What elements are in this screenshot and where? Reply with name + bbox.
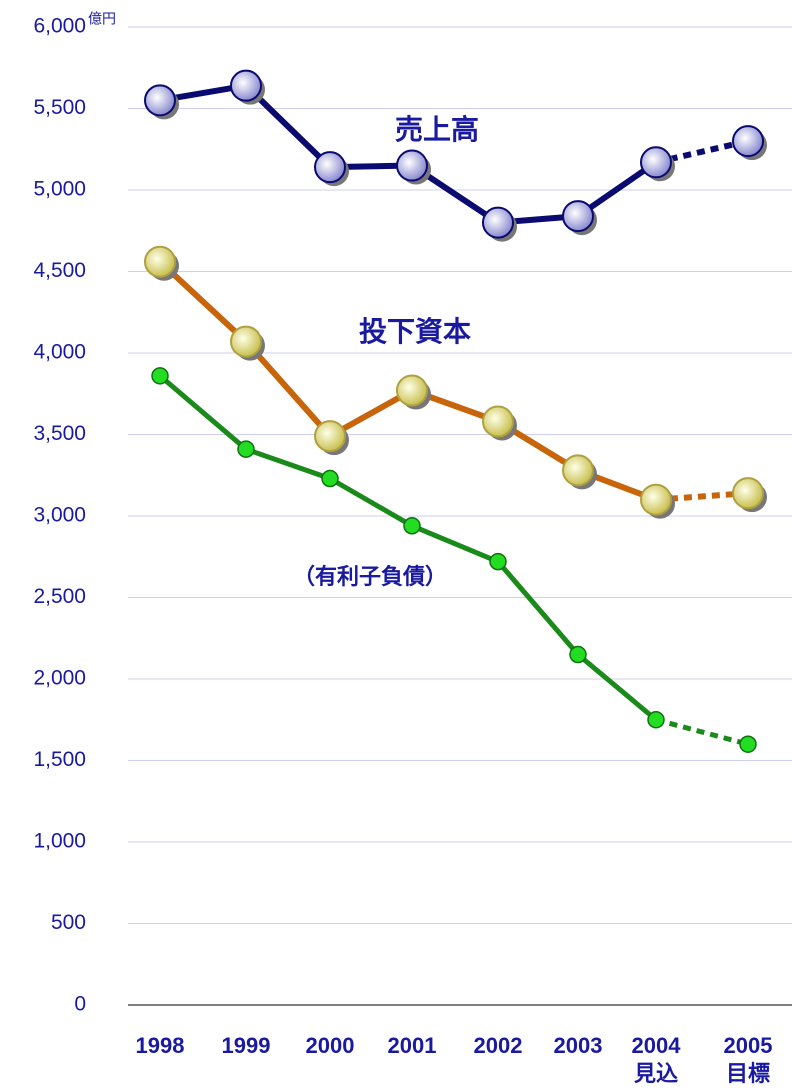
marker (314, 420, 346, 453)
y-tick-label: 3,000 (33, 504, 86, 527)
x-tick-label: 見込 (634, 1061, 678, 1086)
y-tick-label: 2,000 (33, 667, 86, 690)
y-tick-label: 5,000 (33, 178, 86, 201)
y-tick-label: 6,000 (33, 15, 86, 38)
marker (569, 645, 587, 664)
x-tick-label: 2005 (724, 1033, 773, 1058)
x-tick-label: 2000 (306, 1033, 355, 1058)
x-tick-label: 2004 (632, 1033, 682, 1058)
series-line (158, 373, 658, 722)
y-tick-label: 5,500 (33, 96, 86, 119)
marker (230, 69, 262, 102)
marker (314, 151, 346, 184)
y-tick-label: 4,500 (33, 259, 86, 282)
marker (230, 325, 262, 358)
x-tick-label: 1999 (222, 1033, 271, 1058)
y-tick-label: 1,000 (33, 830, 86, 853)
marker (640, 146, 672, 179)
y-tick-label: 1,500 (33, 748, 86, 771)
marker (144, 245, 176, 278)
marker (403, 517, 421, 535)
marker (396, 149, 428, 182)
marker (562, 200, 594, 233)
x-tick-label: 2001 (388, 1033, 437, 1058)
marker (151, 367, 169, 385)
x-tick-label: 2003 (554, 1033, 603, 1058)
marker (482, 206, 514, 239)
marker (739, 735, 757, 753)
marker (482, 405, 514, 438)
marker (562, 454, 594, 487)
y-tick-label: 4,000 (33, 341, 86, 364)
x-tick-label: 1998 (136, 1033, 185, 1058)
x-tick-label: 目標 (726, 1061, 770, 1086)
series-label: 売上高 (395, 113, 479, 146)
series-label: （有利子負債） (293, 564, 447, 590)
y-tick-label: 3,500 (33, 422, 86, 445)
marker (396, 374, 428, 407)
marker (647, 711, 665, 729)
y-tick-label: 500 (51, 911, 86, 934)
marker (144, 84, 176, 117)
y-tick-label: 2,500 (33, 585, 86, 608)
marker (489, 552, 507, 571)
y-tick-label: 0 (74, 993, 86, 1016)
marker (321, 469, 339, 488)
marker (640, 483, 672, 516)
x-tick-label: 2002 (474, 1033, 523, 1058)
series-line-forecast (655, 717, 749, 747)
series-label: 投下資本 (359, 315, 471, 348)
marker (237, 440, 255, 458)
marker (732, 477, 764, 510)
unit-label: 億円 (88, 11, 116, 27)
marker (732, 125, 764, 158)
